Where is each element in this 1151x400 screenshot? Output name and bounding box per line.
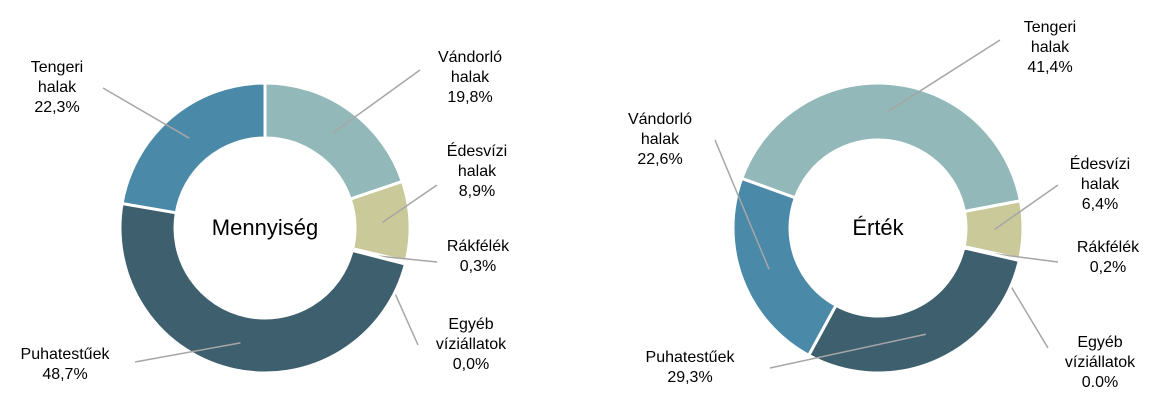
donut-segment [120,81,267,215]
category-label: Puhatestűek [645,349,735,366]
donut-segment [806,245,1022,375]
data-label: Tengeri halak 22,3% [2,58,112,118]
data-label: Tengeri halak 41,4% [995,18,1105,78]
category-label: Egyéb víziállatok [1064,334,1136,371]
data-label: Rákfélék 0,3% [423,237,533,277]
value-label: 6,4% [1081,196,1119,213]
donut-segment [739,81,1023,214]
leader-line [769,333,926,369]
category-label: Egyéb víziállatok [435,316,507,353]
category-label: Vándorló halak [437,49,503,86]
leader-line [714,139,770,270]
category-label: Vándorló halak [627,111,693,148]
chart-title: Érték [852,215,904,240]
leader-line [886,39,1001,113]
data-label: Puhatestűek 29,3% [635,348,745,388]
category-label: Puhatestűek [20,346,110,363]
value-label: 22,3% [34,99,80,116]
category-label: Tengeri halak [30,59,84,96]
value-label: 48,7% [42,366,88,383]
data-label: Édesvízi halak 8,9% [422,142,532,202]
value-label: 0,0% [452,356,490,373]
donut-segment [263,81,405,202]
data-label: Egyéb víziállatok 0.0% [1045,333,1151,393]
leader-line [994,184,1059,231]
leader-line [134,342,241,363]
value-label: 0,3% [459,258,497,275]
leader-line [333,69,421,134]
donut-segment [731,176,838,358]
category-label: Rákfélék [1076,239,1140,256]
data-label: Egyéb víziállatok 0,0% [416,315,526,375]
value-label: 19,8% [447,89,493,106]
value-label: 8,9% [458,183,496,200]
leader-line [379,255,438,263]
data-label: Rákfélék 0,2% [1053,238,1151,278]
data-label: Vándorló halak 19,8% [415,48,525,108]
data-label: Édesvízi halak 6,4% [1045,155,1151,215]
data-label: Puhatestűek 48,7% [10,345,120,385]
chart-title: Mennyiség [211,215,319,240]
category-label: Édesvízi halak [446,143,508,180]
leader-line [991,252,1059,263]
leader-line [381,184,438,224]
category-label: Rákfélék [446,238,510,255]
donut-segment [118,201,408,375]
value-label: 29,3% [667,369,713,386]
data-label: Vándorló halak 22,6% [605,110,715,170]
value-label: 0.0% [1081,374,1119,391]
category-label: Édesvízi halak [1069,156,1131,193]
value-label: 22,6% [637,151,683,168]
category-label: Tengeri halak [1023,19,1077,56]
value-label: 0,2% [1089,259,1127,276]
value-label: 41,4% [1027,59,1073,76]
leader-line [102,87,190,139]
